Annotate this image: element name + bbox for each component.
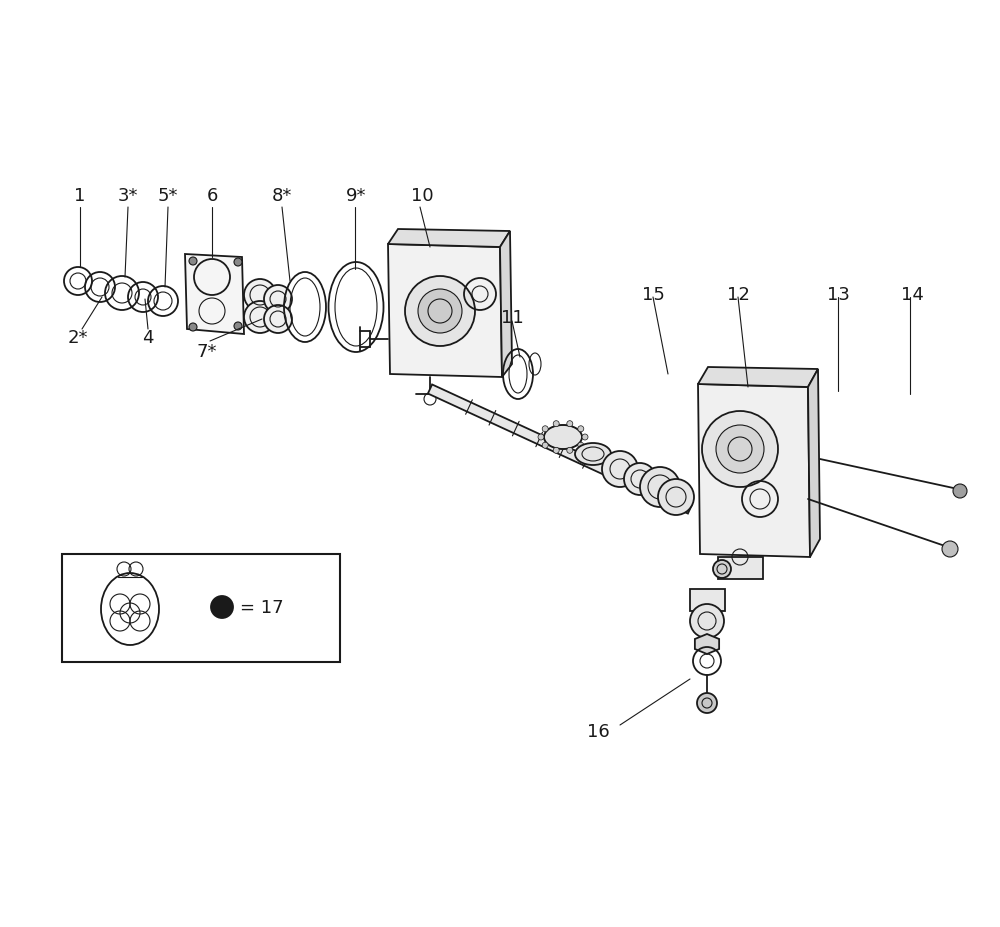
Polygon shape [500,232,512,377]
Circle shape [624,464,656,495]
Circle shape [697,693,717,713]
Text: 13: 13 [827,286,849,304]
Text: 10: 10 [411,187,433,205]
Ellipse shape [544,425,582,450]
Text: 15: 15 [642,286,664,304]
Circle shape [702,412,778,488]
Bar [690,590,725,611]
Circle shape [418,289,462,334]
Text: 14: 14 [901,286,923,304]
Polygon shape [388,245,502,377]
Circle shape [578,443,584,449]
Circle shape [189,258,197,266]
Polygon shape [185,255,244,335]
Circle shape [542,426,548,432]
Text: 3*: 3* [118,187,138,205]
Text: 6: 6 [206,187,218,205]
Circle shape [244,280,276,311]
Text: 5*: 5* [158,187,178,205]
Circle shape [405,276,475,347]
Circle shape [538,435,544,440]
Circle shape [953,485,967,499]
Text: 11: 11 [501,309,523,326]
Text: 1: 1 [74,187,86,205]
Circle shape [567,448,573,454]
Text: 16: 16 [587,722,609,740]
Circle shape [713,561,731,578]
Circle shape [553,421,559,427]
Polygon shape [808,370,820,557]
Circle shape [264,286,292,313]
Circle shape [553,448,559,454]
Polygon shape [388,230,510,248]
Text: = 17: = 17 [240,598,284,616]
Circle shape [640,467,680,507]
Polygon shape [428,385,692,514]
Text: 7*: 7* [197,343,217,361]
Circle shape [234,323,242,331]
Circle shape [264,306,292,334]
Polygon shape [698,385,810,557]
Circle shape [211,596,233,618]
Circle shape [578,426,584,432]
Circle shape [244,301,276,334]
Text: 12: 12 [727,286,749,304]
Circle shape [582,435,588,440]
Text: 8*: 8* [272,187,292,205]
Circle shape [716,425,764,474]
Circle shape [567,421,573,427]
Circle shape [690,604,724,639]
Polygon shape [695,634,719,654]
Text: 2*: 2* [68,329,88,347]
Circle shape [658,479,694,515]
Ellipse shape [575,443,611,465]
Circle shape [942,541,958,557]
Circle shape [602,451,638,488]
Bar [62,554,340,662]
Polygon shape [698,368,818,387]
Circle shape [542,443,548,449]
Text: 4: 4 [142,329,154,347]
Text: 9*: 9* [346,187,366,205]
Circle shape [234,259,242,267]
Bar [718,557,763,579]
Circle shape [189,324,197,332]
